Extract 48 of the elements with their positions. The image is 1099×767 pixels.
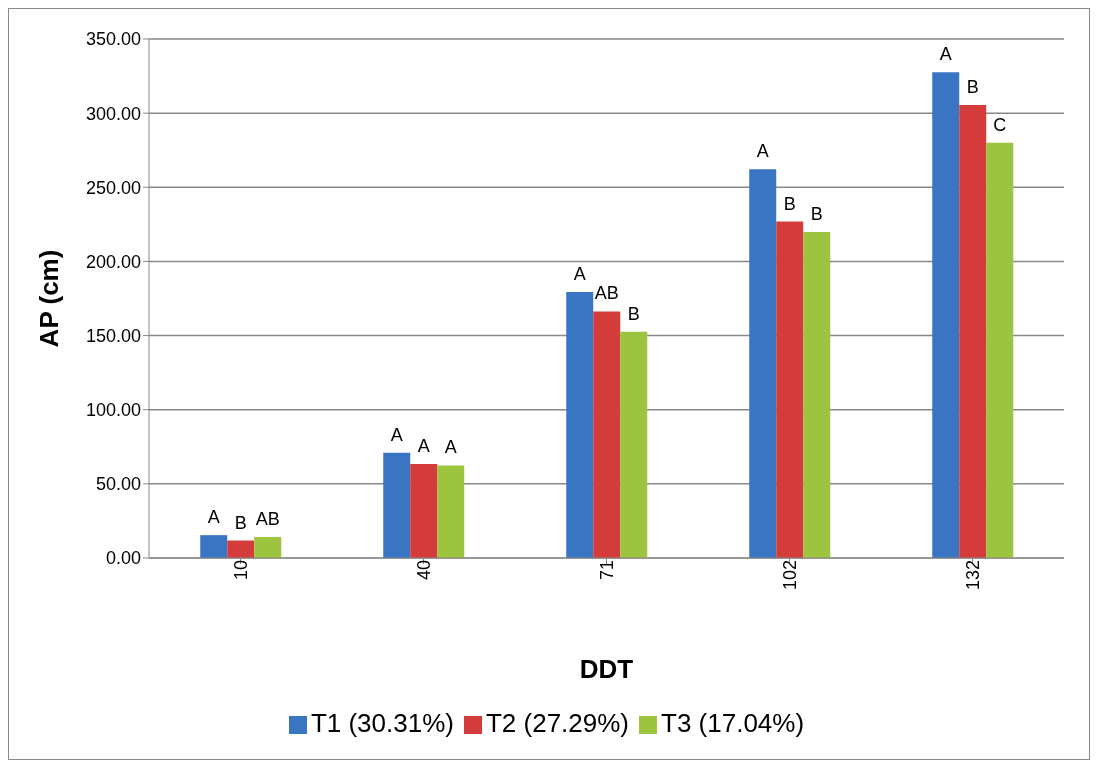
x-tick-label: 40 [414,560,435,581]
y-tick-label: 50.00 [95,474,141,495]
data-label: A [417,435,430,456]
legend-label: T2 (27.29%) [485,708,630,738]
data-label: B [966,76,979,97]
bar [803,231,831,558]
x-tick-label: 10 [231,560,252,581]
bar [986,142,1014,558]
bar [227,540,255,558]
bar [437,465,465,558]
data-label: AB [255,509,280,530]
bar [254,537,282,558]
x-axis-title: DDT [579,654,634,684]
data-label: B [234,512,247,533]
y-tick-label: 200.00 [85,251,141,272]
bar [749,169,777,558]
y-tick-label: 0.00 [105,548,141,569]
y-tick-label: 100.00 [85,400,141,421]
bar [383,452,411,558]
data-label: B [810,203,823,224]
data-label: AB [594,283,619,304]
bar [776,221,804,558]
data-label: A [444,437,457,458]
bar [620,331,648,558]
data-label: A [756,141,769,162]
x-tick-label: 71 [597,560,618,581]
y-axis-title: AP (cm) [34,249,65,348]
data-label: A [939,44,952,65]
x-tick-label: 102 [780,560,801,591]
bar [593,311,621,558]
y-tick-label: 250.00 [85,177,141,198]
bar [410,463,438,558]
data-label: A [390,424,403,445]
data-label: A [573,263,586,284]
bar [959,104,987,558]
x-tick-label: 132 [963,560,984,591]
data-label: B [627,303,640,324]
bar [566,291,594,558]
bar [932,72,960,558]
y-tick-label: 150.00 [85,325,141,346]
y-tick-label: 350.00 [85,29,141,50]
y-tick-label: 300.00 [85,103,141,124]
data-label: B [783,193,796,214]
legend-label: T1 (30.31%) [310,708,454,738]
data-label: A [207,507,220,528]
bar [200,535,228,558]
legend-label: T3 (17.04%) [661,708,805,738]
data-label: C [993,114,1007,135]
